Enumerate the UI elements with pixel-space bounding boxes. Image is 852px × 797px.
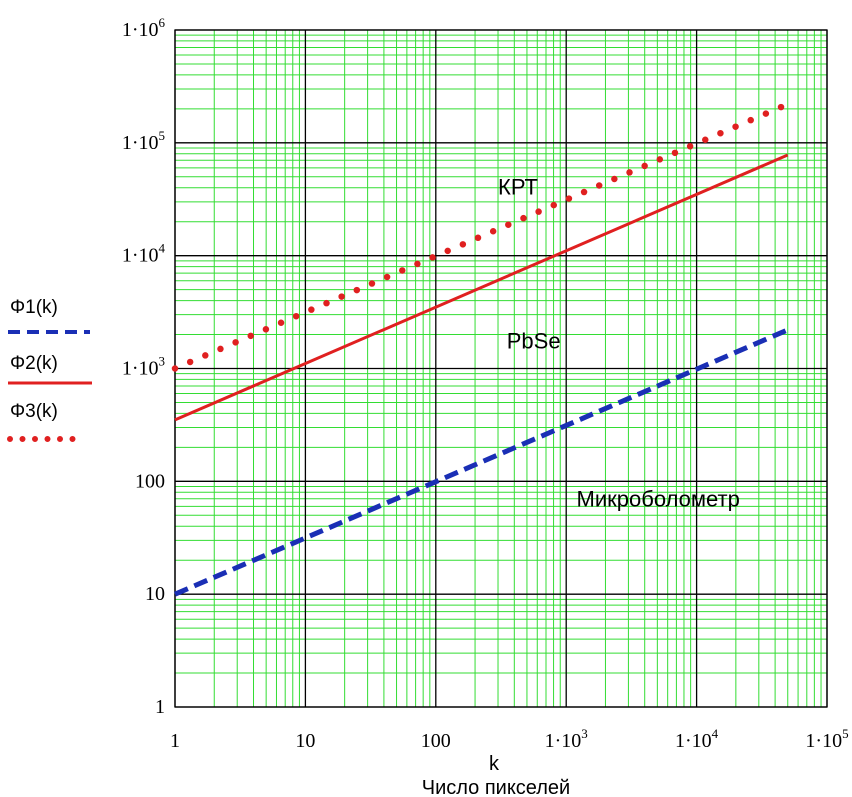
curve-annotation: Микроболометр bbox=[577, 486, 740, 511]
y-tick-label: 1 bbox=[155, 696, 165, 718]
x-axis-label: k bbox=[489, 753, 500, 775]
x-tick-label: 1·104 bbox=[675, 726, 719, 752]
y-tick-label: 10 bbox=[145, 583, 165, 605]
x-tick-label: 1 bbox=[170, 730, 180, 752]
legend-label-phi3: Φ3(k) bbox=[10, 401, 58, 422]
legend: Φ1(k) Φ2(k) Φ3(k) bbox=[7, 297, 92, 442]
legend-label-phi2: Φ2(k) bbox=[10, 353, 58, 374]
x-axis-sublabel: Число пикселей bbox=[422, 777, 570, 797]
y-tick-label: 1·106 bbox=[122, 15, 166, 41]
y-tick-label: 1·104 bbox=[122, 241, 166, 267]
tick-labels: 1 10 100 1·103 1·104 1·105 1 10 100 1·103 1·104 1·1… bbox=[122, 15, 849, 752]
curve-annotation: PbSe bbox=[507, 329, 561, 354]
y-tick-label: 100 bbox=[135, 470, 165, 492]
legend-label-phi1: Φ1(k) bbox=[10, 297, 58, 318]
x-tick-label: 100 bbox=[421, 730, 451, 752]
series-line-phi2 bbox=[174, 153, 789, 422]
series-layer bbox=[171, 100, 791, 597]
series-line-phi1 bbox=[174, 327, 789, 597]
series-line-phi3 bbox=[171, 100, 791, 372]
curve-annotation: КРТ bbox=[498, 174, 538, 199]
x-tick-label: 10 bbox=[295, 730, 315, 752]
y-tick-label: 1·103 bbox=[122, 354, 165, 380]
y-tick-label: 1·105 bbox=[122, 128, 165, 154]
annotations: КРТ PbSe Микроболометр bbox=[498, 174, 740, 511]
x-tick-label: 1·103 bbox=[545, 726, 588, 752]
x-tick-label: 1·105 bbox=[805, 726, 848, 752]
